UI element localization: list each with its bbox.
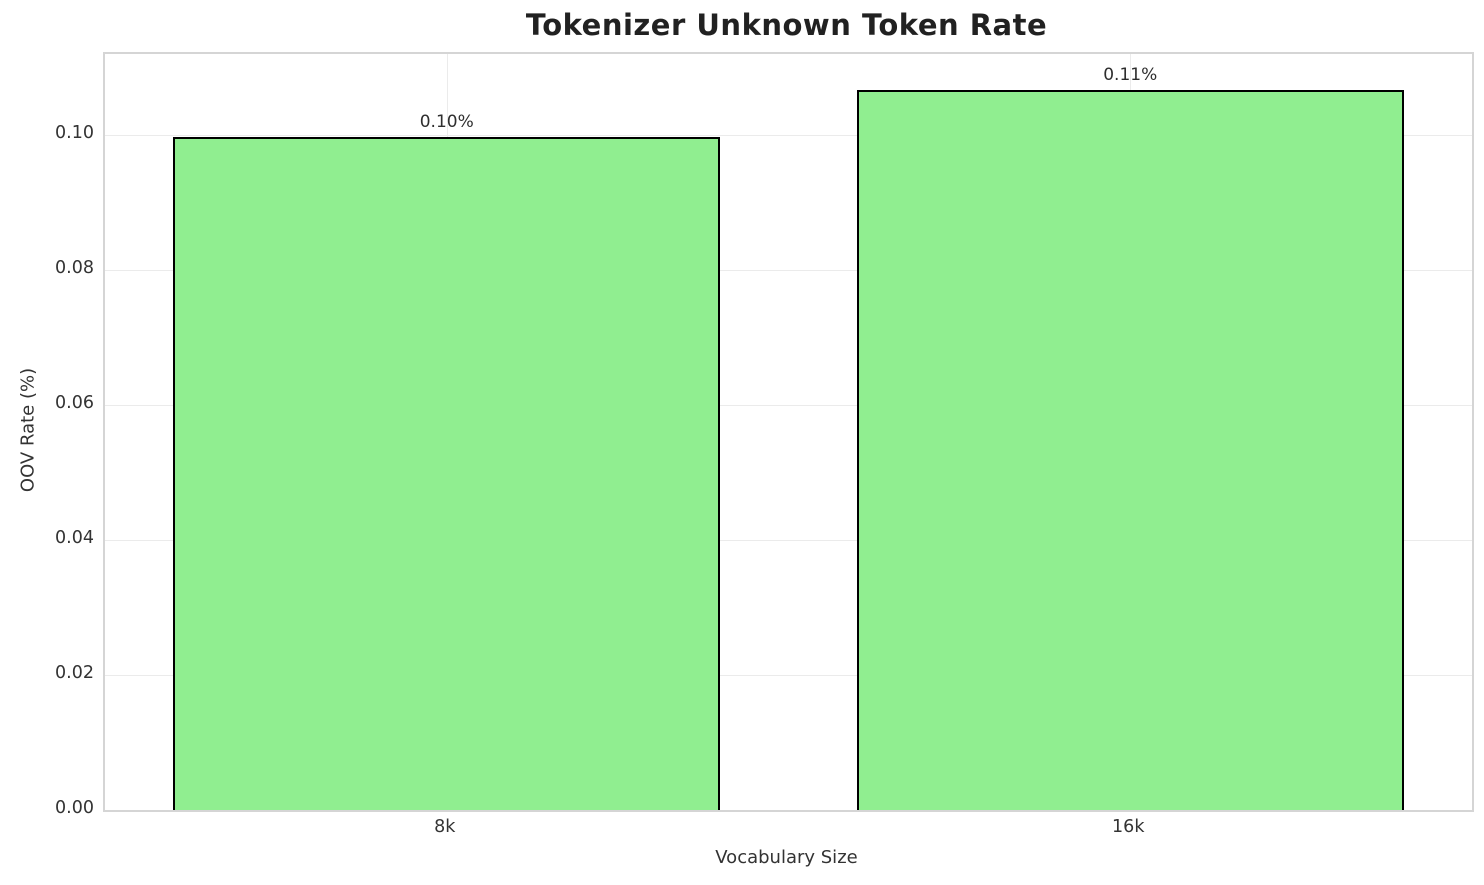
y-tick-label: 0.08 bbox=[55, 258, 94, 278]
h-gridline bbox=[105, 675, 1472, 676]
h-gridline bbox=[105, 405, 1472, 406]
y-tick-label: 0.06 bbox=[55, 393, 94, 413]
h-gridline bbox=[105, 135, 1472, 136]
plot-area: 0.10% 0.11% bbox=[103, 52, 1474, 812]
bar-8k bbox=[173, 137, 721, 810]
y-tick-label: 0.10 bbox=[55, 123, 94, 143]
x-tick-label-16k: 16k bbox=[1112, 817, 1145, 837]
bar-value-label: 0.11% bbox=[1103, 65, 1158, 86]
bar-value-label: 0.10% bbox=[419, 112, 474, 133]
y-tick-label: 0.02 bbox=[55, 663, 94, 683]
x-tick-label-8k: 8k bbox=[434, 817, 456, 837]
y-tick-label: 0.00 bbox=[55, 798, 94, 818]
y-tick-label: 0.04 bbox=[55, 528, 94, 548]
h-gridline bbox=[105, 540, 1472, 541]
bar-16k bbox=[856, 90, 1404, 810]
x-axis-label: Vocabulary Size bbox=[715, 847, 858, 868]
y-axis-label: OOV Rate (%) bbox=[17, 367, 39, 493]
h-gridline bbox=[105, 270, 1472, 271]
chart-title: Tokenizer Unknown Token Rate bbox=[525, 8, 1048, 42]
